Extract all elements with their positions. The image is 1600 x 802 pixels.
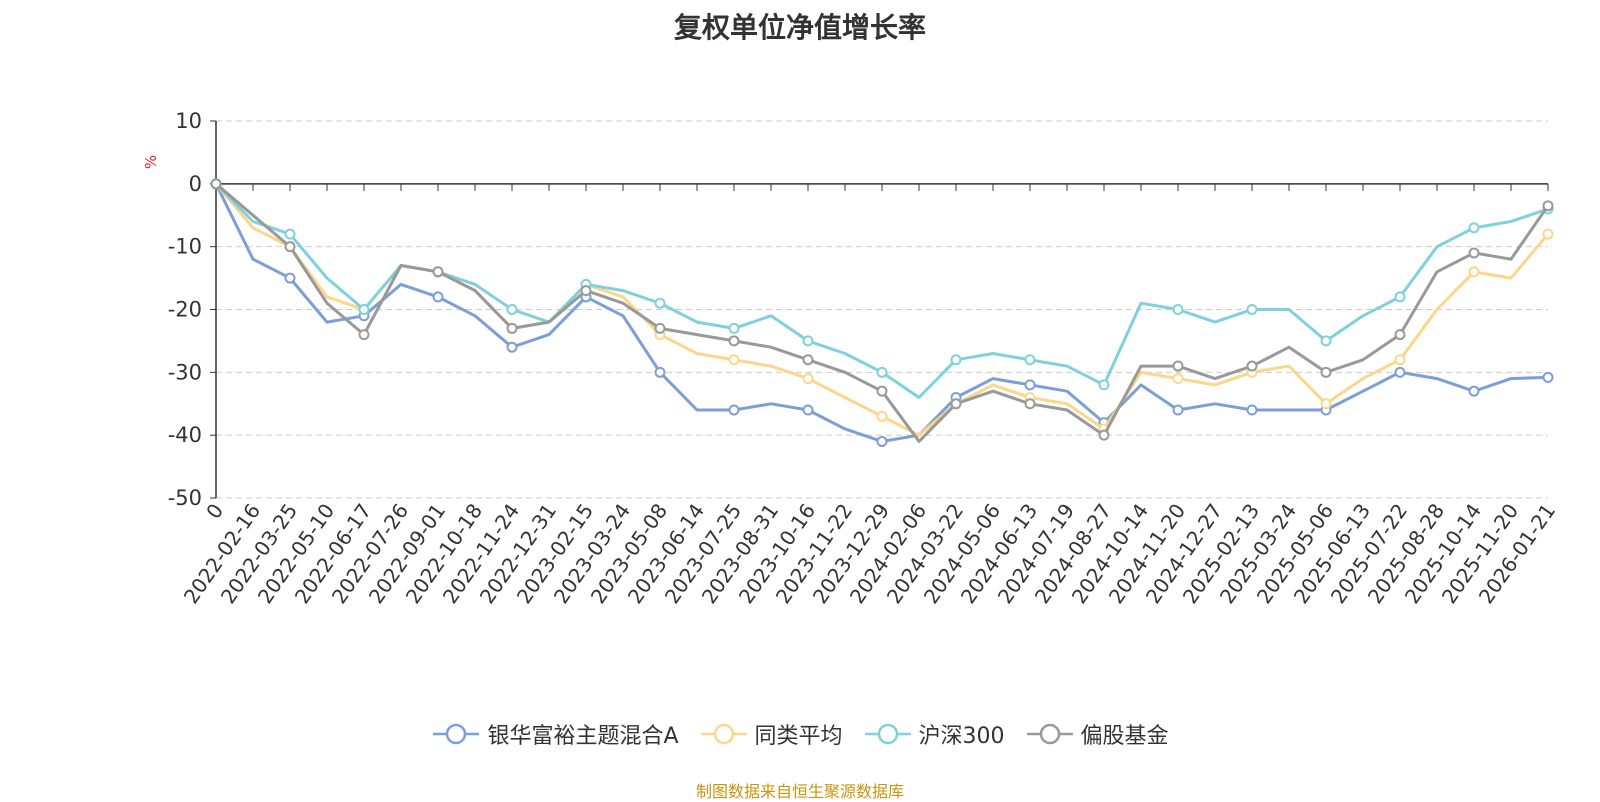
y-tick-label: -30 (168, 360, 202, 384)
legend-marker-icon (700, 723, 747, 745)
legend-marker-icon (1026, 723, 1073, 745)
line-chart: 100-10-20-30-40-5002022-02-162022-03-252… (142, 109, 1560, 608)
legend-label: 偏股基金 (1080, 724, 1169, 749)
data-point (654, 297, 666, 309)
data-point (950, 354, 962, 366)
data-point (1542, 371, 1554, 383)
data-point (802, 354, 814, 366)
data-point (802, 404, 814, 416)
data-point (1394, 329, 1406, 341)
y-axis-label: % (142, 155, 160, 169)
chart-legend: 银华富裕主题混合A 同类平均 沪深300 偏股基金 (0, 718, 1600, 750)
data-point (876, 435, 888, 447)
x-tick-label: 0 (201, 499, 228, 523)
data-point (1320, 366, 1332, 378)
series-line (215, 182, 1550, 443)
data-point (1172, 304, 1184, 315)
legend-item[interactable]: 同类平均 (699, 718, 843, 750)
data-point (654, 322, 666, 334)
data-point (1394, 366, 1406, 378)
legend-label: 同类平均 (754, 724, 843, 749)
series-line (214, 183, 1549, 443)
data-point (1394, 291, 1406, 303)
data-point (1468, 222, 1480, 234)
data-point (432, 291, 444, 303)
data-point (1320, 398, 1332, 410)
data-point (1024, 379, 1036, 391)
chart-title: 复权单位净值增长率 (673, 11, 926, 44)
data-point (284, 272, 296, 284)
data-point (284, 241, 296, 253)
data-point (284, 228, 296, 240)
legend-item[interactable]: 银华富裕主题混合A (431, 718, 679, 750)
data-point (876, 385, 888, 397)
data-point (1246, 404, 1258, 416)
data-point (580, 285, 592, 297)
data-point (1024, 398, 1036, 410)
data-point (802, 335, 814, 347)
data-point (1098, 429, 1110, 441)
data-point (1246, 304, 1258, 315)
y-tick-label: -10 (168, 235, 202, 259)
data-point (1468, 247, 1480, 259)
legend-item[interactable]: 沪深300 (863, 718, 1005, 750)
data-point (1542, 200, 1554, 212)
data-point (1320, 335, 1332, 347)
legend-label: 银华富裕主题混合A (487, 724, 679, 749)
data-point (1394, 354, 1406, 366)
y-tick-label: -50 (168, 486, 202, 510)
data-point (210, 178, 222, 190)
data-point (728, 335, 740, 347)
data-point (1542, 228, 1554, 240)
data-point (1024, 354, 1036, 366)
data-point (728, 322, 740, 334)
data-point (950, 398, 962, 410)
y-tick-label: -40 (168, 423, 202, 447)
data-point (876, 410, 888, 422)
data-point (876, 366, 888, 378)
data-point (1172, 404, 1184, 416)
data-point (802, 373, 814, 385)
y-tick-label: 0 (189, 172, 202, 196)
data-point (506, 322, 518, 334)
data-point (1098, 379, 1110, 391)
legend-label: 沪深300 (918, 724, 1005, 749)
data-point (654, 366, 666, 378)
data-point (432, 266, 444, 278)
data-point (1246, 360, 1258, 372)
data-point (358, 304, 370, 315)
data-point (1172, 360, 1184, 372)
data-point (1468, 385, 1480, 397)
data-point (1172, 373, 1184, 385)
legend-marker-icon (864, 723, 911, 745)
data-point (506, 304, 518, 315)
y-tick-label: -20 (168, 298, 202, 322)
data-point (728, 354, 740, 366)
data-point (506, 341, 518, 353)
legend-marker-icon (433, 723, 480, 745)
data-source-note: 制图数据来自恒生聚源数据库 (695, 782, 904, 801)
data-point (1468, 266, 1480, 278)
data-point (358, 329, 370, 341)
data-point (728, 404, 740, 416)
y-tick-label: 10 (175, 109, 202, 133)
legend-item[interactable]: 偏股基金 (1025, 718, 1169, 750)
